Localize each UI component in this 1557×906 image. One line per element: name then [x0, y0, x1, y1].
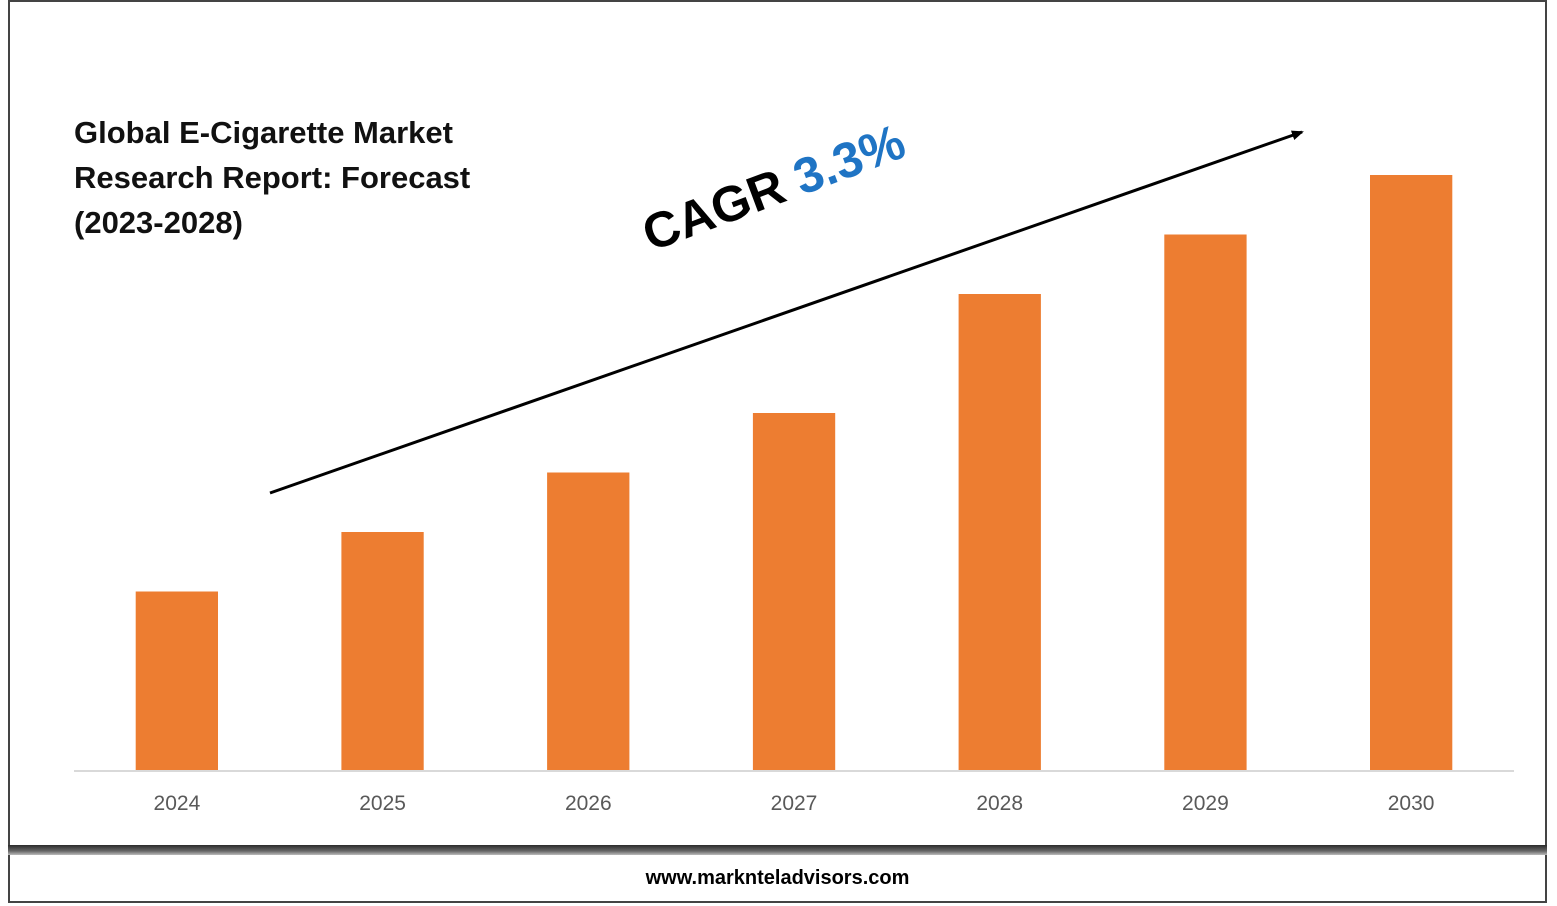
bar-2025 [341, 532, 424, 770]
x-tick-label-2027: 2027 [771, 792, 818, 815]
x-tick-labels: 2024 2025 2026 2027 2028 2029 2030 [154, 792, 1435, 815]
x-tick-label-2025: 2025 [359, 792, 406, 815]
title-line-1: Global E-Cigarette Market [74, 115, 453, 150]
x-tick-label-2026: 2026 [565, 792, 612, 815]
x-tick-label-2024: 2024 [154, 792, 201, 815]
title-line-2: Research Report: Forecast [74, 160, 471, 195]
x-tick-label-2030: 2030 [1388, 792, 1435, 815]
footer-url[interactable]: www.marknteladvisors.com [645, 866, 910, 889]
trend-arrow [269, 130, 1304, 495]
title-line-3: (2023-2028) [74, 205, 243, 240]
bar-2024 [135, 591, 218, 770]
bar-2030 [1370, 175, 1453, 770]
footer: www.marknteladvisors.com [8, 855, 1547, 903]
x-tick-label-2028: 2028 [976, 792, 1023, 815]
frame-divider [8, 845, 1547, 855]
bar-2026 [547, 472, 630, 770]
chart-title: Global E-Cigarette Market Research Repor… [74, 110, 534, 245]
bar-2028 [958, 294, 1041, 770]
bar-2029 [1164, 234, 1247, 770]
bars-group [135, 175, 1453, 770]
bar-2027 [752, 413, 836, 770]
x-tick-label-2029: 2029 [1182, 792, 1229, 815]
